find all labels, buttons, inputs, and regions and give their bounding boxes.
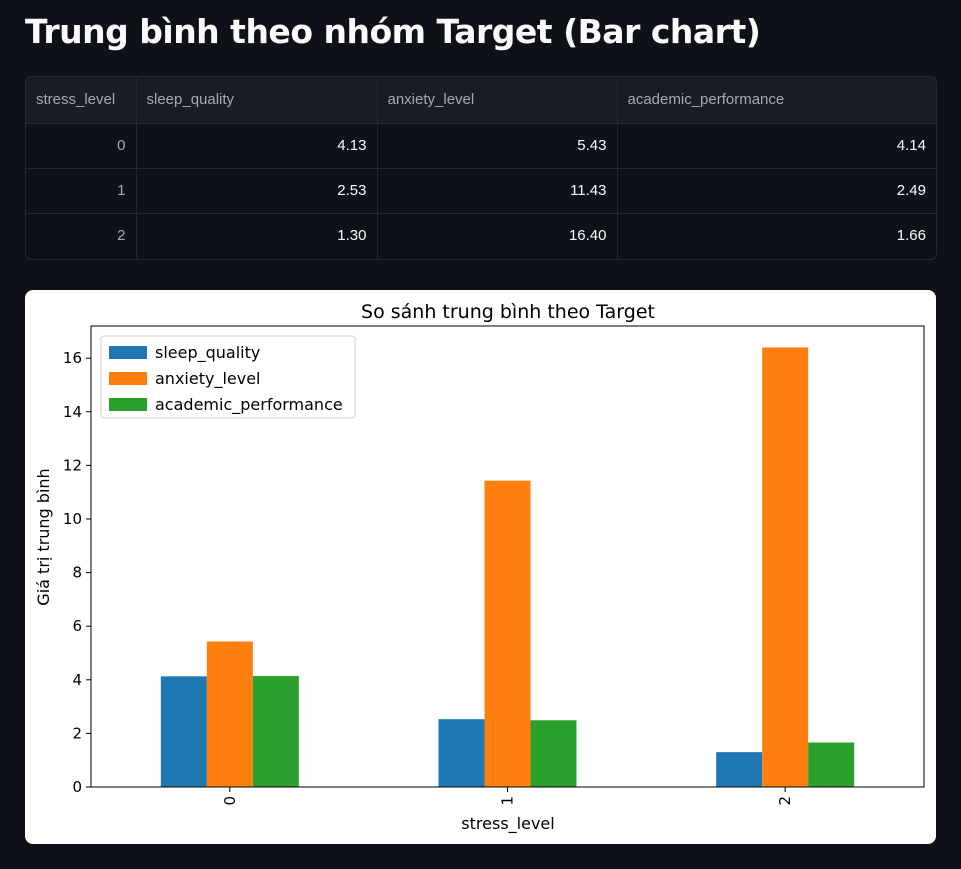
y-tick-label: 4 (72, 671, 82, 689)
table-cell[interactable]: 11.43 (377, 168, 617, 213)
table-cell[interactable]: 2.49 (617, 168, 936, 213)
chart-card: So sánh trung bình theo Target Giá trị t… (25, 290, 936, 844)
y-tick-label: 8 (72, 564, 82, 582)
legend-swatch-anxiety-level (109, 372, 147, 385)
y-tick-label: 12 (63, 456, 82, 474)
bar-sleep-quality-2 (716, 752, 762, 787)
bar-anxiety-level-0 (207, 641, 253, 787)
page-title: Trung bình theo nhóm Target (Bar chart) (25, 12, 760, 51)
x-tick-label: 1 (499, 796, 517, 806)
y-tick-label: 16 (63, 349, 82, 367)
x-tick-label: 0 (221, 796, 239, 806)
bar-anxiety-level-1 (485, 481, 531, 787)
x-tick-label: 2 (776, 796, 794, 806)
legend-swatch-academic-performance (109, 398, 147, 411)
table-cell[interactable]: 2.53 (136, 168, 377, 213)
bar-academic-performance-0 (253, 676, 299, 787)
chart-title: So sánh trung bình theo Target (361, 301, 655, 323)
bar-academic-performance-1 (531, 720, 577, 787)
y-tick-label: 14 (63, 403, 82, 421)
bar-anxiety-level-2 (762, 347, 808, 787)
legend: sleep_quality anxiety_level academic_perfo… (101, 336, 355, 418)
table-row: 1 2.53 11.43 2.49 (26, 168, 936, 213)
column-header-academic-performance[interactable]: academic_performance (617, 77, 936, 123)
bar-chart: So sánh trung bình theo Target Giá trị t… (25, 290, 936, 844)
table-cell[interactable]: 4.14 (617, 123, 936, 168)
column-header-sleep-quality[interactable]: sleep_quality (136, 77, 377, 123)
table-cell[interactable]: 1.66 (617, 213, 936, 258)
legend-swatch-sleep-quality (109, 346, 147, 359)
table-cell-index[interactable]: 0 (26, 123, 136, 168)
legend-label: anxiety_level (155, 369, 261, 389)
table-cell-index[interactable]: 1 (26, 168, 136, 213)
column-header-anxiety-level[interactable]: anxiety_level (377, 77, 617, 123)
y-tick-label: 0 (72, 778, 82, 796)
bar-sleep-quality-1 (439, 719, 485, 787)
data-table[interactable]: stress_level sleep_quality anxiety_level… (25, 76, 937, 260)
table-cell[interactable]: 16.40 (377, 213, 617, 258)
legend-label: sleep_quality (155, 343, 260, 363)
y-tick-label: 6 (72, 617, 82, 635)
y-tick-label: 2 (72, 724, 82, 742)
table-row: 0 4.13 5.43 4.14 (26, 123, 936, 168)
bar-academic-performance-2 (808, 743, 854, 787)
table-header-row: stress_level sleep_quality anxiety_level… (26, 77, 936, 123)
table-cell[interactable]: 5.43 (377, 123, 617, 168)
legend-label: academic_performance (155, 395, 343, 415)
y-tick-label: 10 (63, 510, 82, 528)
table-cell[interactable]: 1.30 (136, 213, 377, 258)
x-axis-label: stress_level (461, 814, 554, 834)
y-axis-label: Giá trị trung bình (34, 468, 53, 605)
bar-sleep-quality-0 (161, 676, 207, 787)
table-cell-index[interactable]: 2 (26, 213, 136, 258)
table-cell[interactable]: 4.13 (136, 123, 377, 168)
table-row: 2 1.30 16.40 1.66 (26, 213, 936, 258)
column-header-stress-level[interactable]: stress_level (26, 77, 136, 123)
